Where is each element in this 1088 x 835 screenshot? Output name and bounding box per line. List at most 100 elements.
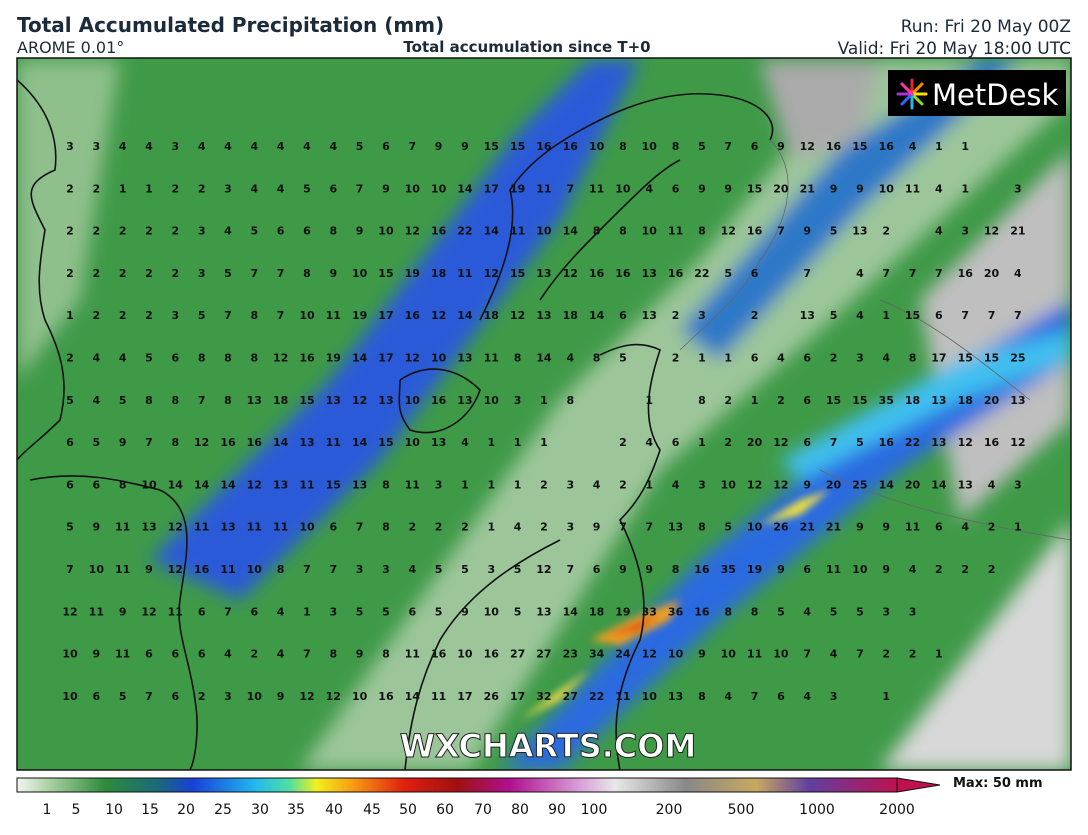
grid-value: 11 [299,478,314,491]
grid-value: 5 [250,225,258,238]
grid-value: 15 [484,140,499,153]
grid-value: 7 [803,648,811,661]
grid-value: 1 [698,436,706,449]
grid-value: 7 [1014,309,1022,322]
grid-value: 4 [566,352,574,365]
grid-value: 16 [589,267,605,280]
grid-value: 3 [698,309,706,322]
grid-value: 2 [93,225,101,238]
grid-value: 8 [593,352,601,365]
grid-value: 1 [1014,521,1022,534]
grid-value: 4 [303,140,311,153]
grid-value: 14 [405,690,421,703]
grid-value: 12 [536,563,551,576]
grid-value: 4 [250,140,258,153]
grid-value: 4 [988,478,996,491]
colorbar-label: 30 [251,802,269,818]
colorbar-label: 1 [43,802,52,818]
grid-value: 2 [119,309,127,322]
grid-value: 4 [93,352,101,365]
grid-value: 2 [619,478,627,491]
grid-value: 4 [724,690,732,703]
grid-value: 5 [514,605,522,618]
grid-value: 18 [431,267,446,280]
grid-value: 3 [882,605,890,618]
grid-value: 5 [830,605,838,618]
grid-value: 11 [484,352,499,365]
grid-value: 15 [299,394,314,407]
grid-value: 13 [457,394,472,407]
grid-value: 12 [773,478,788,491]
grid-value: 13 [326,394,341,407]
grid-value: 9 [724,182,732,195]
grid-value: 8 [909,352,917,365]
grid-value: 7 [277,267,285,280]
grid-value: 11 [115,648,130,661]
grid-value: 9 [461,140,469,153]
grid-value: 7 [145,690,153,703]
grid-value: 12 [247,478,262,491]
grid-value: 3 [329,605,337,618]
grid-value: 9 [356,648,364,661]
grid-value: 6 [803,394,811,407]
grid-value: 19 [747,563,762,576]
logo-text: MetDesk [932,78,1059,112]
grid-value: 17 [510,690,525,703]
grid-value: 12 [405,352,420,365]
grid-value: 9 [435,140,443,153]
grid-value: 7 [751,690,759,703]
grid-value: 6 [672,182,680,195]
grid-value: 11 [115,521,130,534]
grid-value: 5 [856,436,864,449]
grid-value: 1 [303,605,311,618]
grid-value: 2 [988,563,996,576]
grid-value: 7 [277,309,285,322]
grid-value: 6 [803,563,811,576]
grid-value: 20 [773,182,789,195]
grid-value: 6 [935,521,943,534]
grid-value: 2 [93,309,101,322]
colorbar-arrow [896,777,941,793]
grid-value: 1 [540,394,548,407]
grid-value: 14 [589,309,605,322]
grid-value: 10 [247,563,263,576]
colorbar-label: 1000 [799,802,835,818]
grid-value: 8 [672,563,680,576]
grid-value: 7 [803,267,811,280]
grid-value: 2 [777,394,785,407]
grid-value: 9 [803,478,811,491]
grid-value: 1 [66,309,74,322]
grid-value: 5 [514,563,522,576]
grid-value: 4 [119,140,127,153]
grid-value: 3 [198,267,206,280]
grid-value: 12 [773,436,788,449]
grid-value: 5 [93,436,101,449]
grid-value: 22 [589,690,604,703]
grid-value: 10 [299,521,315,534]
grid-value: 6 [277,225,285,238]
grid-value: 16 [668,267,684,280]
grid-value: 5 [698,140,706,153]
grid-value: 18 [273,394,288,407]
grid-value: 15 [984,352,999,365]
grid-value: 6 [777,690,785,703]
grid-value: 8 [329,648,337,661]
grid-value: 6 [751,267,759,280]
grid-value: 5 [119,690,127,703]
grid-value: 12 [431,309,446,322]
grid-value: 13 [931,394,946,407]
grid-value: 11 [247,521,262,534]
grid-value: 9 [145,563,153,576]
grid-value: 9 [803,225,811,238]
grid-value: 13 [852,225,867,238]
colorbar [16,777,898,793]
grid-value: 4 [935,182,943,195]
grid-value: 3 [198,225,206,238]
grid-value: 5 [724,267,732,280]
grid-value: 10 [484,394,500,407]
colorbar-label: 20 [177,802,195,818]
grid-value: 3 [224,182,232,195]
colorbar-label: 200 [656,802,683,818]
grid-value: 14 [931,478,947,491]
grid-value: 3 [830,690,838,703]
